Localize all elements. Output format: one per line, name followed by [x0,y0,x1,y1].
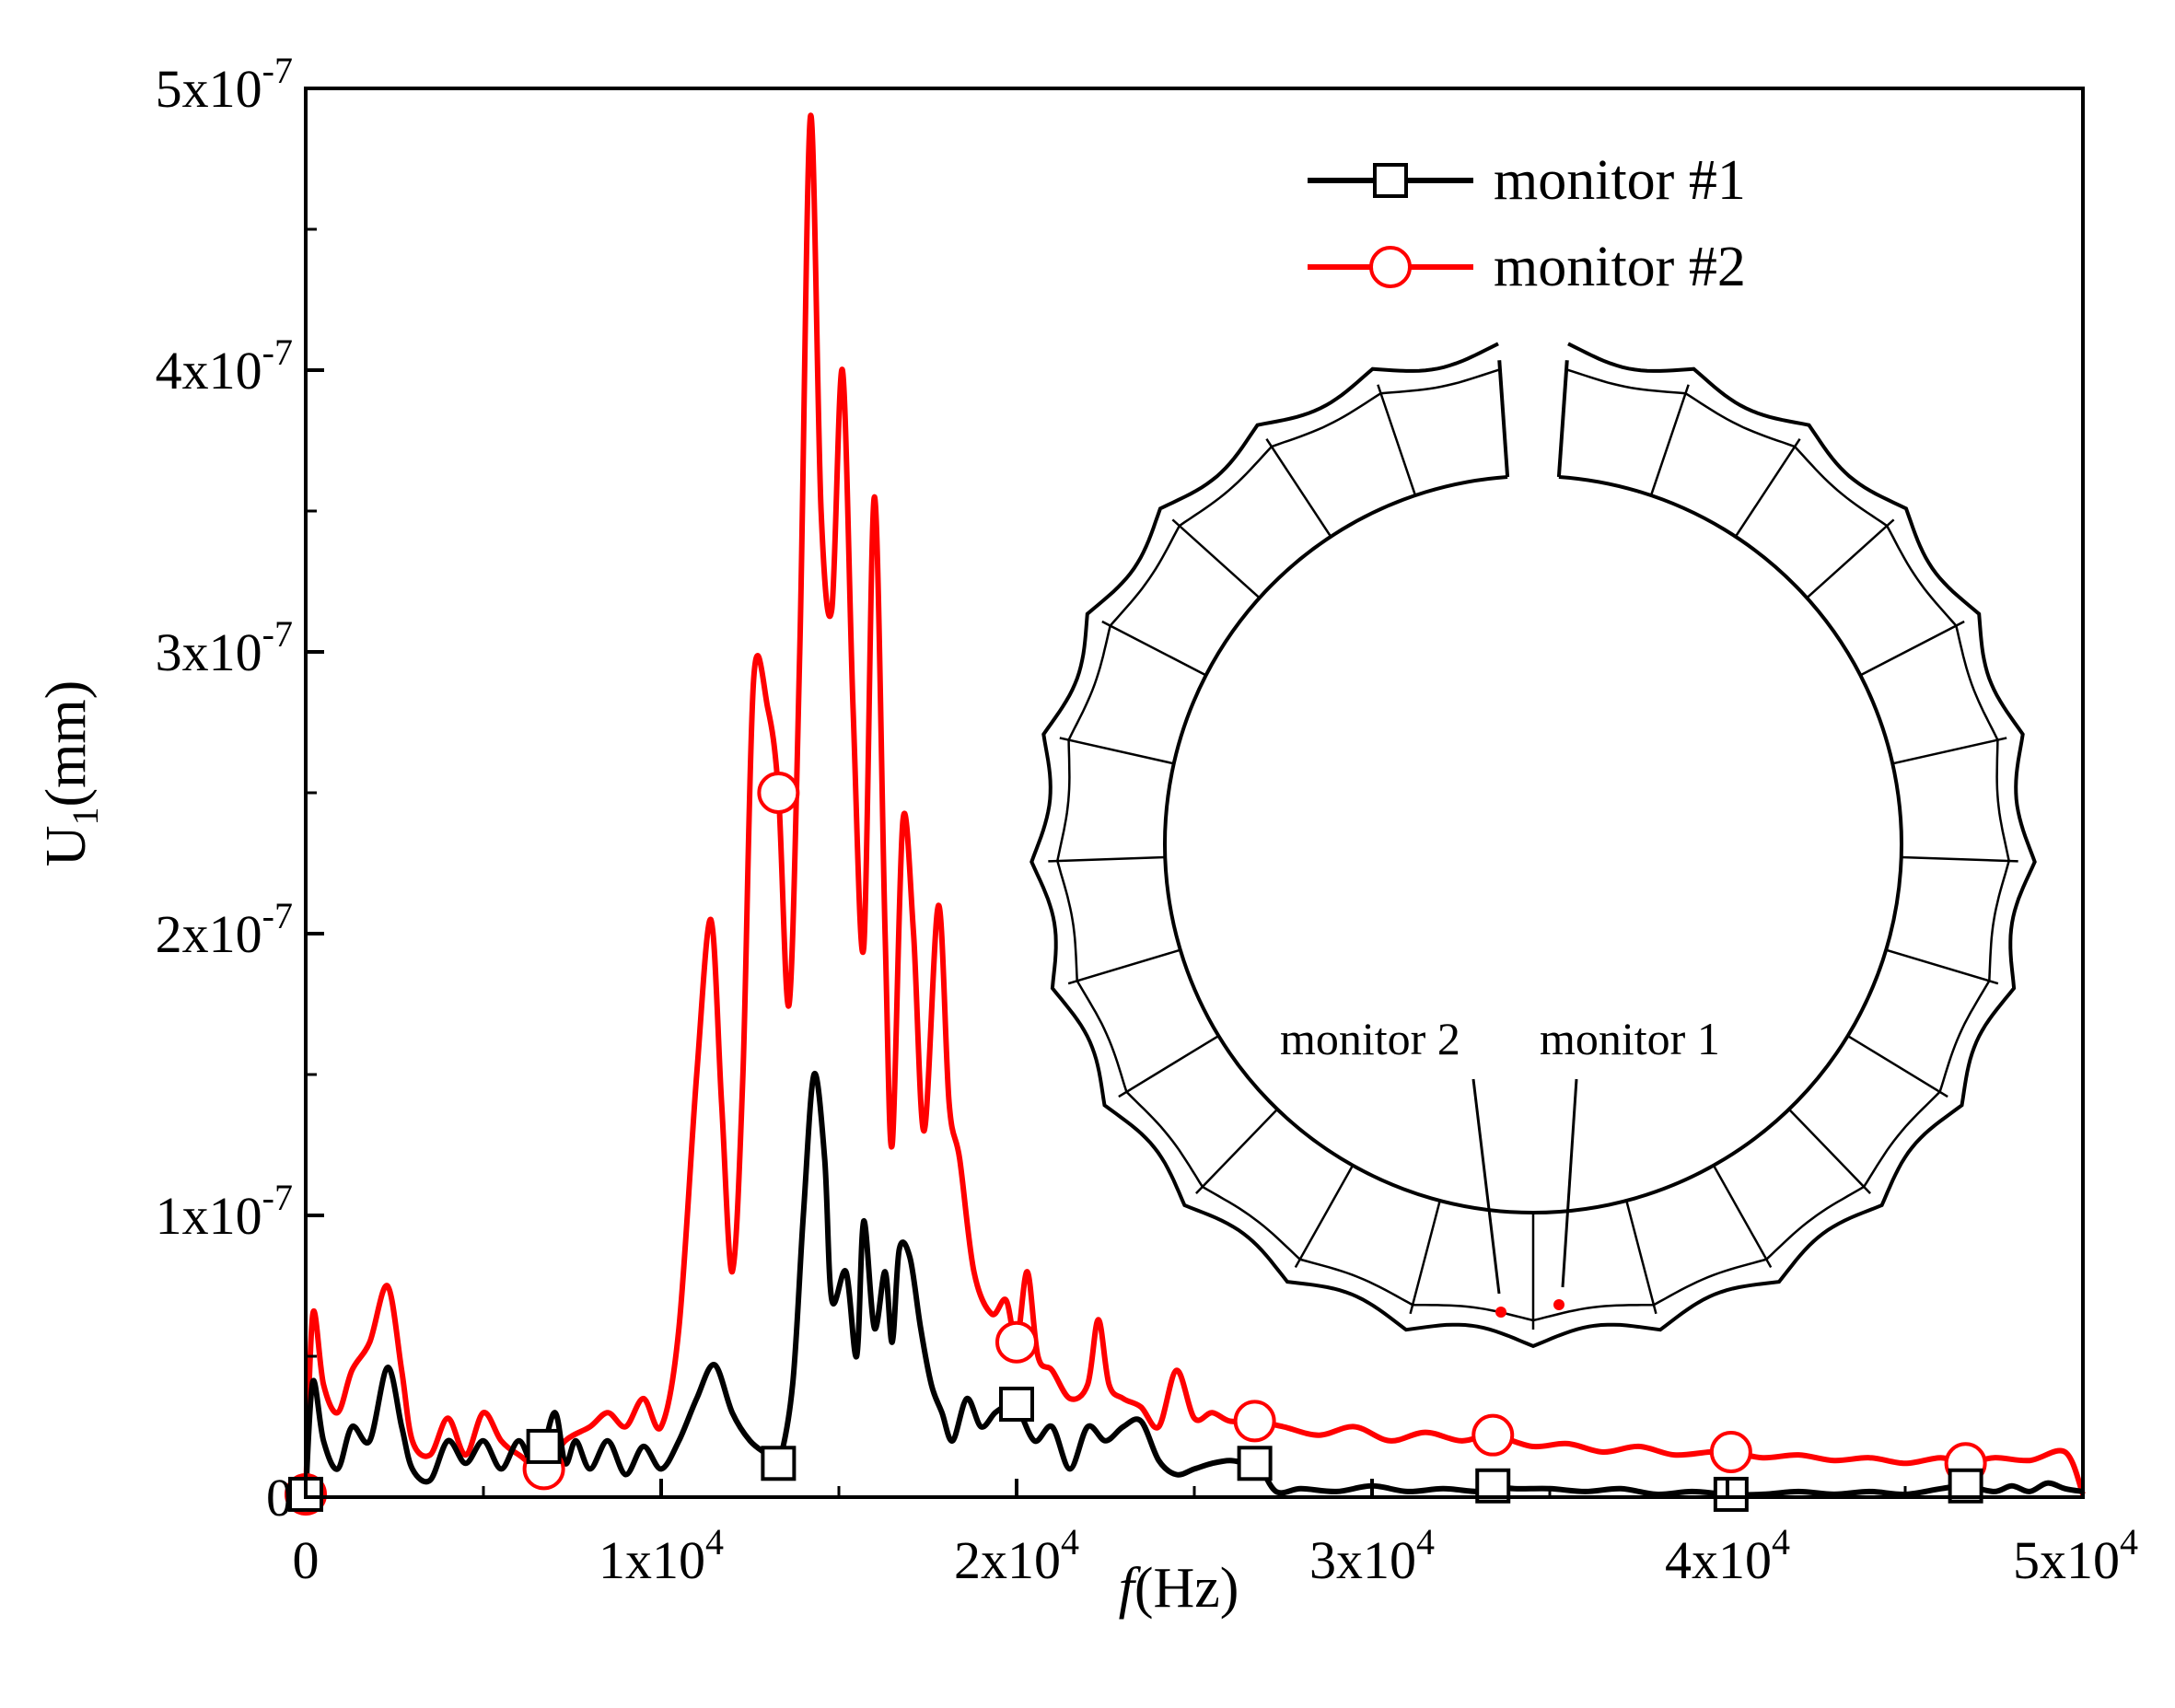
ring-segment-divider [1265,438,1332,538]
y-tick-label: 2x10-7 [156,895,293,964]
y-axis-title-symbol: U [35,825,98,866]
ring-segment-divider [1787,1108,1871,1194]
ring-segment-divider [1409,1200,1441,1315]
x-tick-label: 2x104 [954,1521,1079,1590]
y-tick-label: 3x10-7 [156,613,293,682]
x-tick-label: 1x104 [599,1521,724,1590]
ring-segment-divider [1556,360,1569,478]
x-tick-label: 4x104 [1665,1521,1790,1590]
series-layer [285,112,2086,1516]
y-tick-label: 1x10-7 [156,1177,293,1246]
ring-segment-divider [1806,518,1895,599]
ring-segment-divider [1118,1034,1219,1098]
x-tick-label: 3x104 [1309,1521,1435,1590]
ring-outer-edge-inner [1056,368,2010,1322]
ring-segment-divider [1901,855,2018,863]
axes-layer: 0 1x104 2x104 3x104 4x104 5x104 0 1x10-7 2x10-7 3… [156,50,2138,1590]
ring-segment-divider [1101,620,1207,677]
series-2-marker [1709,1431,1752,1474]
monitor-2-label: monitor 2 [1280,1013,1460,1064]
ring-outer-edge [1029,342,2037,1349]
ring-segment-divider [1195,1108,1279,1194]
series-1-marker [1237,1446,1273,1481]
ring-segment-divider [1625,1200,1657,1315]
ring-segment-divider [1171,518,1261,599]
series-1-marker [526,1428,562,1464]
ring-segment-divider [1859,620,1965,677]
ring-segment-divider [1377,384,1417,496]
series-1-marker [999,1387,1034,1423]
ring-segment-divider [1734,438,1801,538]
monitor-1-leader [1561,1078,1578,1288]
monitor-2-leader [1471,1078,1501,1295]
x-tick-label: 5x104 [2013,1521,2138,1590]
ring-segment-divider [1891,737,2007,765]
ring-segment-divider [1294,1165,1355,1269]
y-tick-label: 4x10-7 [156,331,293,401]
monitor-1-label: monitor 1 [1540,1013,1720,1064]
ring-segment-divider [1847,1034,1948,1098]
legend: monitor #1 monitor #2 [1308,149,1746,298]
ring-inner-edge [1163,474,1903,1214]
series-2-marker [995,1320,1038,1364]
legend-label: monitor #2 [1494,236,1746,298]
x-axis-title-unit: (Hz) [1134,1557,1239,1620]
series-2-marker [1471,1413,1515,1457]
y-axis-title-unit: (mm) [35,680,98,808]
series-line-2 [303,112,2086,1496]
y-axis-title-subscript: 1 [64,807,106,825]
series-1-marker [761,1446,797,1481]
y-tick-label: 5x10-7 [156,50,293,119]
legend-label: monitor #1 [1494,149,1746,212]
ring-inset-diagram: monitor 2 monitor 1 [1029,342,2037,1349]
legend-swatch-marker [1369,246,1412,288]
ring-segment-divider [1649,384,1690,496]
legend-swatch-marker [1373,163,1408,198]
x-tick-label: 0 [293,1530,320,1590]
x-axis-title: f(Hz) [1119,1557,1239,1620]
ring-segment-divider [1885,948,1999,985]
ring-segment-divider [1712,1165,1773,1269]
series-2-marker [1233,1400,1276,1443]
series-2-marker [757,772,800,814]
ring-segment-divider [1497,360,1510,478]
monitor-1-point [1553,1299,1564,1310]
ring-segment-divider [1059,737,1175,765]
ring-segment-divider [1048,855,1166,863]
series-1-marker [1713,1476,1749,1512]
y-tick-label: 0 [266,1468,293,1528]
monitor-2-point [1495,1307,1506,1318]
plot-frame [304,87,2085,1499]
ring-segment-divider [1067,948,1181,985]
y-axis-title: U1(mm) [35,680,106,867]
